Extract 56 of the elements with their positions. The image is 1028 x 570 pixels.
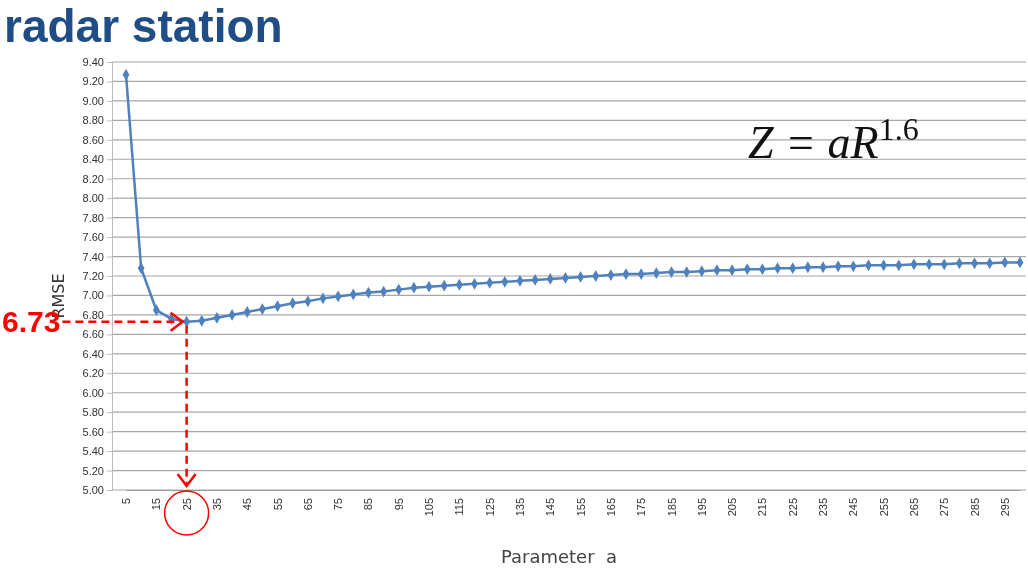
x-tick-label: 115 [453,498,466,516]
x-tick-label: 65 [301,498,314,511]
y-tick-label: 6.20 [82,367,104,380]
x-tick-label: 105 [423,498,436,517]
y-tick-label: 9.20 [82,75,104,88]
x-tick-label: 195 [695,498,708,517]
y-tick-label: 6.00 [82,386,104,399]
x-tick-label: 125 [483,498,496,517]
y-tick-label: 5.60 [82,425,104,438]
x-tick-label: 275 [938,498,951,517]
y-tick-label: 8.60 [82,133,104,146]
annotation: Z = aR$^{1.6}$ [748,111,919,168]
x-tick-label: 35 [210,498,223,511]
x-tick-label: 95 [392,498,405,511]
x-tick-label: 215 [756,498,769,517]
y-tick-label: 7.80 [82,211,104,224]
chart-title: radar station [4,0,283,52]
y-tick-label: 5.20 [82,464,104,477]
y-tick-label: 8.00 [82,192,104,205]
y-tick-label: 7.20 [82,270,104,283]
x-tick-label: 5 [120,498,133,505]
x-tick-label: 155 [574,498,587,517]
x-tick-label: 55 [271,498,284,511]
y-tick-label: 8.80 [82,114,104,127]
x-tick-label: 15 [150,498,163,511]
x-tick-label: 165 [604,498,617,517]
x-tick-label: 175 [635,498,648,517]
x-tick-label: 285 [968,498,981,517]
y-tick-label: 8.40 [82,153,104,166]
y-tick-label: 7.40 [82,250,104,263]
x-tick-label: 25 [180,498,193,511]
y-tick-label: 6.60 [82,328,104,341]
x-tick-label: 265 [907,498,920,517]
x-tick-label: 135 [513,498,526,517]
y-tick-label: 5.80 [82,406,104,419]
y-tick-label: 5.00 [82,484,104,497]
y-tick-label: 6.80 [82,308,104,321]
x-tick-label: 185 [665,498,678,517]
y-tick-label: 5.40 [82,445,104,458]
y-tick-label: 7.60 [82,231,104,244]
x-tick-label: 85 [362,498,375,511]
x-tick-label: 295 [998,498,1011,517]
y-tick-label: 8.20 [82,172,104,185]
y-tick-label: 9.40 [82,56,104,69]
y-tick-label: 7.00 [82,289,104,302]
x-tick-label: 255 [877,498,890,517]
y-tick-label: 6.40 [82,347,104,360]
x-tick-label: 245 [847,498,860,517]
x-axis-title: Parameter a [500,546,618,567]
x-tick-label: 235 [817,498,830,517]
x-tick-label: 205 [726,498,739,517]
x-tick-label: 45 [241,498,254,511]
x-tick-label: 75 [332,498,345,511]
x-tick-label: 225 [786,498,799,517]
y-tick-label: 9.00 [82,94,104,107]
x-tick-label: 145 [544,498,557,517]
